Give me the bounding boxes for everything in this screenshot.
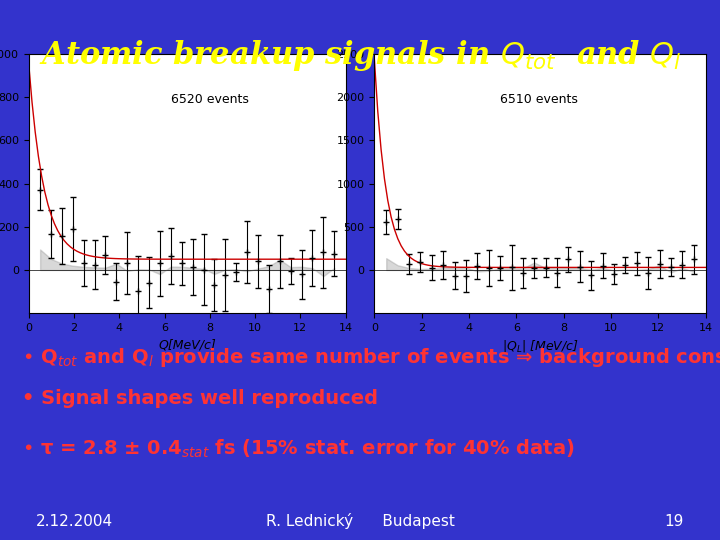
Text: • τ = 2.8 ± 0.4$_{stat}$ fs (15% stat. error for 40% data): • τ = 2.8 ± 0.4$_{stat}$ fs (15% stat. e… bbox=[22, 437, 575, 460]
X-axis label: |Q$_L$| [MeV/c]: |Q$_L$| [MeV/c] bbox=[502, 339, 578, 354]
X-axis label: Q[MeV/c]: Q[MeV/c] bbox=[158, 339, 216, 352]
Text: 6510 events: 6510 events bbox=[500, 93, 578, 106]
Text: Atomic breakup signals in $Q_{tot}$  and $Q_l$: Atomic breakup signals in $Q_{tot}$ and … bbox=[39, 38, 681, 73]
Text: 2.12.2004: 2.12.2004 bbox=[36, 514, 113, 529]
Text: 19: 19 bbox=[665, 514, 684, 529]
Text: 6520 events: 6520 events bbox=[171, 93, 249, 106]
Text: • Q$_{tot}$ and Q$_l$ provide same number of events ⇒ background consistent: • Q$_{tot}$ and Q$_l$ provide same numbe… bbox=[22, 346, 720, 369]
Text: • Signal shapes well reproduced: • Signal shapes well reproduced bbox=[22, 389, 377, 408]
Text: R. Lednický      Budapest: R. Lednický Budapest bbox=[266, 513, 454, 529]
